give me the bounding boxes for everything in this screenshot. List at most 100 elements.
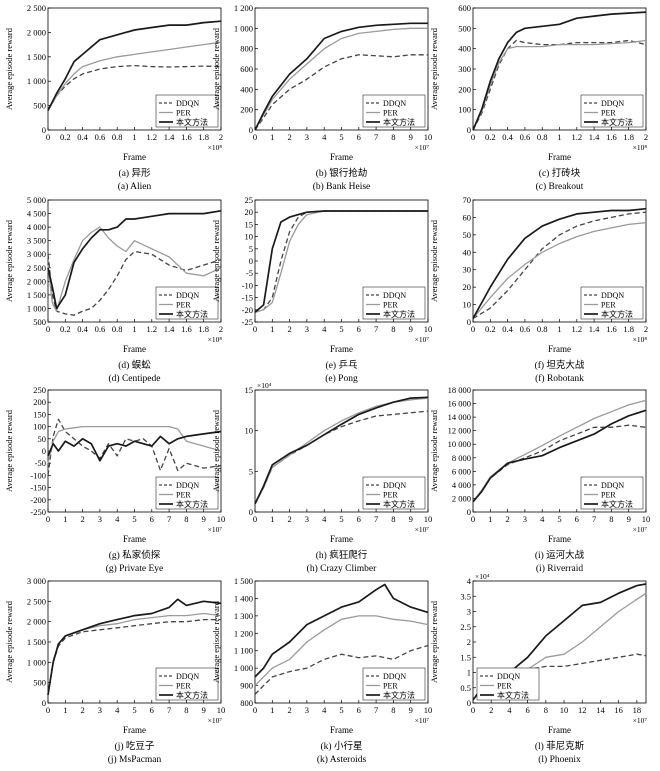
- x-axis-label: Frame: [548, 725, 571, 735]
- x-tick-label: 1.6: [606, 132, 617, 142]
- y-axis-label: Average episode reward: [429, 27, 439, 110]
- legend-label: 本文方法: [497, 690, 529, 700]
- x-tick-label: 6: [575, 514, 579, 524]
- y-tick-label: 0: [42, 698, 46, 708]
- x-tick-label: 4: [322, 132, 327, 142]
- y-tick-label: 400: [458, 44, 471, 54]
- y-tick-label: 1 200: [234, 628, 253, 638]
- caption-en: (k) Asteroids: [317, 754, 367, 765]
- y-tick-label: 500: [458, 23, 471, 33]
- y-tick-label: 300: [458, 64, 471, 74]
- series-line-2: [472, 11, 647, 131]
- y-tick-label: 250: [33, 385, 46, 395]
- x-tick-label: 6: [357, 705, 361, 715]
- caption-en: (e) Pong: [325, 373, 358, 384]
- x-tick-label: 0: [46, 324, 50, 334]
- y-tick-label: 1 100: [234, 646, 253, 656]
- x-tick-label: 18: [633, 705, 642, 715]
- legend-label: 本文方法: [176, 309, 208, 319]
- caption-cn: (h) 疯狂爬行: [316, 549, 368, 561]
- x-tick-label: 8: [184, 705, 188, 715]
- legend-label: DDQN: [176, 291, 199, 300]
- y-tick-label: 1 500: [27, 637, 46, 647]
- y-tick-label: 1 500: [234, 576, 253, 586]
- x-tick-label: 2: [505, 514, 509, 524]
- y-tick-label: 200: [33, 397, 46, 407]
- caption-cn: (i) 运河大战: [535, 549, 585, 561]
- y-tick-label: 70: [463, 195, 472, 205]
- y-tick-label: 15: [245, 385, 254, 395]
- x-tick-label: 1.6: [606, 324, 617, 334]
- x-axis-label: Frame: [123, 725, 146, 735]
- y-tick-label: 10: [463, 300, 472, 310]
- y-tick-label: 50: [38, 434, 47, 444]
- x-tick-label: 10: [424, 132, 433, 142]
- x-tick-label: 9: [409, 132, 413, 142]
- legend-label: PER: [383, 301, 398, 310]
- y-tick-label: 3 000: [27, 249, 46, 259]
- series-line-1: [472, 39, 647, 131]
- x-exponent-label: ×10⁷: [415, 335, 430, 344]
- y-tick-label: 150: [33, 409, 46, 419]
- x-tick-label: 7: [167, 705, 171, 715]
- x-tick-label: 1: [132, 324, 136, 334]
- x-tick-label: 10: [424, 514, 433, 524]
- x-tick-label: 1.8: [623, 132, 634, 142]
- subplot-10: 0 1 2 3 4 5 6 7 8 9 10 800 900 1 000 1 100 1 200 1 300 1 …: [211, 576, 432, 765]
- legend-label: DDQN: [601, 99, 624, 108]
- legend-label: PER: [601, 491, 616, 500]
- x-tick-label: 1: [488, 514, 492, 524]
- caption-cn: (k) 小行星: [321, 740, 363, 752]
- y-axis-label: Average episode reward: [4, 27, 14, 110]
- x-exponent-label: ×10⁷: [633, 716, 648, 725]
- x-tick-label: 7: [374, 132, 378, 142]
- y-axis-label: Average episode reward: [4, 219, 14, 302]
- x-tick-label: 1: [557, 132, 561, 142]
- x-tick-label: 0: [471, 324, 475, 334]
- y-tick-label: 100: [33, 422, 46, 432]
- series-line-1: [472, 222, 647, 319]
- y-tick-label: 2 500: [27, 596, 46, 606]
- x-tick-label: 9: [202, 514, 206, 524]
- series-line-1: [47, 226, 222, 312]
- caption-cn: (c) 打砖块: [539, 167, 581, 179]
- y-tick-label: 6 000: [452, 466, 471, 476]
- x-tick-label: 8: [184, 514, 188, 524]
- x-tick-label: 1: [132, 132, 136, 142]
- y-tick-label: 200: [240, 105, 253, 115]
- y-tick-label: 900: [240, 681, 253, 691]
- y-tick-label: 0: [467, 125, 471, 135]
- x-exponent-label: ×10⁸: [208, 143, 223, 152]
- y-tick-label: 40: [463, 247, 472, 257]
- series-line-0: [254, 54, 428, 131]
- legend-label: 本文方法: [601, 499, 633, 509]
- x-tick-label: 3: [98, 514, 102, 524]
- x-tick-label: 10: [217, 705, 226, 715]
- x-tick-label: 4: [115, 514, 120, 524]
- y-axis-label: Average episode reward: [4, 600, 14, 683]
- x-axis-label: Frame: [123, 152, 146, 162]
- y-tick-label: 3 500: [27, 236, 46, 246]
- legend-label: PER: [383, 682, 398, 691]
- x-tick-label: 4: [322, 705, 327, 715]
- x-tick-label: 9: [202, 705, 206, 715]
- legend-label: DDQN: [176, 481, 199, 490]
- y-tick-label: 2.5: [460, 622, 471, 632]
- series-line-2: [254, 396, 429, 505]
- subplot-2: 0 0.2 0.4 0.6 0.8 1 1.2 1.4 1.6 1.8 2 0 100 200 300 400…: [429, 3, 648, 192]
- x-tick-label: 0.6: [520, 132, 531, 142]
- y-tick-label: 0: [42, 446, 46, 456]
- x-exponent-label: ×10⁸: [633, 143, 648, 152]
- x-tick-label: 4: [540, 514, 545, 524]
- y-exponent-label: ×10⁴: [475, 572, 490, 581]
- y-tick-label: 1 000: [27, 303, 46, 313]
- caption-en: (a) Alien: [118, 181, 152, 192]
- x-tick-label: 3: [523, 514, 527, 524]
- y-tick-label: -20: [242, 305, 253, 315]
- y-tick-label: 20: [245, 207, 254, 217]
- x-tick-label: 1: [270, 132, 274, 142]
- y-tick-label: 5: [249, 466, 253, 476]
- y-tick-label: 1 000: [27, 76, 46, 86]
- x-tick-label: 1.2: [146, 324, 157, 334]
- x-axis-label: Frame: [123, 344, 146, 354]
